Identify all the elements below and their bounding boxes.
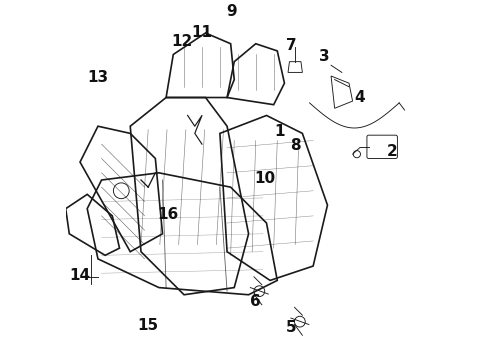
Text: 14: 14 bbox=[70, 267, 91, 283]
Text: 3: 3 bbox=[318, 49, 329, 64]
Text: 9: 9 bbox=[226, 4, 237, 19]
Text: 12: 12 bbox=[172, 35, 193, 49]
Text: 11: 11 bbox=[192, 26, 213, 40]
Text: 10: 10 bbox=[254, 171, 275, 186]
Text: 1: 1 bbox=[274, 124, 284, 139]
Text: 4: 4 bbox=[354, 90, 365, 105]
Text: 8: 8 bbox=[290, 139, 300, 153]
Text: 2: 2 bbox=[387, 144, 397, 159]
Text: 16: 16 bbox=[157, 207, 178, 221]
Text: 7: 7 bbox=[286, 38, 296, 53]
Text: 15: 15 bbox=[138, 318, 159, 333]
Text: 6: 6 bbox=[250, 294, 261, 310]
Text: 13: 13 bbox=[87, 70, 108, 85]
Text: 5: 5 bbox=[286, 320, 297, 334]
